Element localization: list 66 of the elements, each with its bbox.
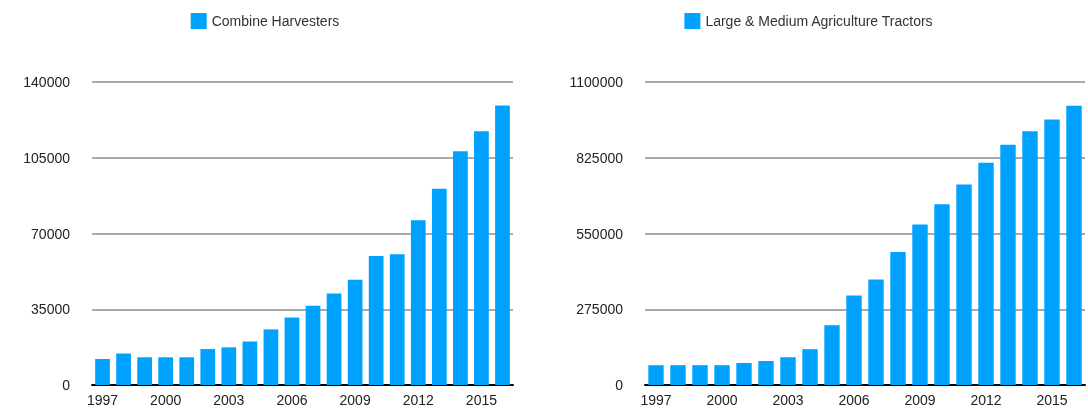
- bar: [1066, 105, 1082, 385]
- bar: [956, 184, 972, 385]
- x-tick-label: 2015: [1036, 392, 1068, 408]
- bar: [934, 204, 950, 385]
- x-tick-label: 2003: [213, 392, 245, 408]
- y-tick-label: 70000: [31, 225, 71, 242]
- bar: [221, 347, 237, 385]
- y-tick-label: 105000: [23, 149, 71, 166]
- x-tick-label: 2012: [402, 392, 435, 408]
- y-tick-label: 140000: [23, 74, 71, 90]
- bar: [242, 341, 258, 385]
- y-tick-label: 0: [615, 377, 624, 393]
- x-tick-label: 2003: [772, 392, 804, 408]
- bar: [670, 365, 686, 385]
- bar: [347, 279, 363, 385]
- bar: [305, 305, 321, 385]
- bar: [179, 357, 195, 385]
- bar: [453, 151, 468, 385]
- bar: [368, 256, 384, 385]
- y-tick-label: 825000: [576, 149, 624, 166]
- x-tick-label: 2015: [465, 392, 498, 408]
- x-tick-label: 2000: [150, 392, 182, 408]
- y-tick-label: 275000: [576, 301, 624, 318]
- x-tick-label: 1997: [640, 392, 672, 408]
- bar: [780, 357, 796, 385]
- bar: [474, 131, 489, 385]
- bar: [978, 162, 994, 385]
- bar: [648, 365, 664, 385]
- bar: [116, 353, 131, 385]
- bar: [890, 251, 906, 385]
- bar: [95, 359, 110, 385]
- bar: [802, 349, 818, 385]
- bar: [846, 295, 862, 385]
- bar: [495, 105, 510, 385]
- bar: [410, 220, 426, 385]
- bar: [1022, 131, 1038, 385]
- bar: [263, 329, 279, 385]
- x-tick-label: 2009: [904, 392, 936, 408]
- bar: [1044, 119, 1060, 385]
- x-tick-label: 2009: [339, 392, 371, 408]
- bar: [326, 293, 342, 385]
- bar: [912, 224, 928, 385]
- y-tick-label: 0: [62, 377, 71, 393]
- bar: [284, 317, 300, 385]
- legend-label: Large & Medium Agriculture Tractors: [705, 13, 933, 29]
- legend-label: Combine Harvesters: [211, 13, 340, 29]
- bar: [692, 365, 708, 385]
- bar: [158, 357, 174, 385]
- x-tick-label: 2012: [970, 392, 1002, 408]
- y-tick-label: 550000: [576, 225, 624, 242]
- bar: [714, 365, 730, 385]
- x-tick-label: 2006: [838, 392, 870, 408]
- bar: [389, 254, 405, 385]
- x-tick-label: 2000: [706, 392, 738, 408]
- bar: [137, 357, 152, 385]
- bar: [758, 361, 774, 385]
- bar: [1000, 144, 1016, 385]
- bar: [868, 279, 884, 385]
- bar: [736, 362, 752, 385]
- x-tick-label: 2006: [276, 392, 308, 408]
- bar: [200, 349, 216, 385]
- y-tick-label: 1100000: [569, 74, 624, 90]
- y-tick-label: 35000: [31, 301, 71, 318]
- bar: [431, 188, 447, 385]
- bar: [824, 325, 840, 385]
- x-tick-label: 1997: [86, 392, 119, 408]
